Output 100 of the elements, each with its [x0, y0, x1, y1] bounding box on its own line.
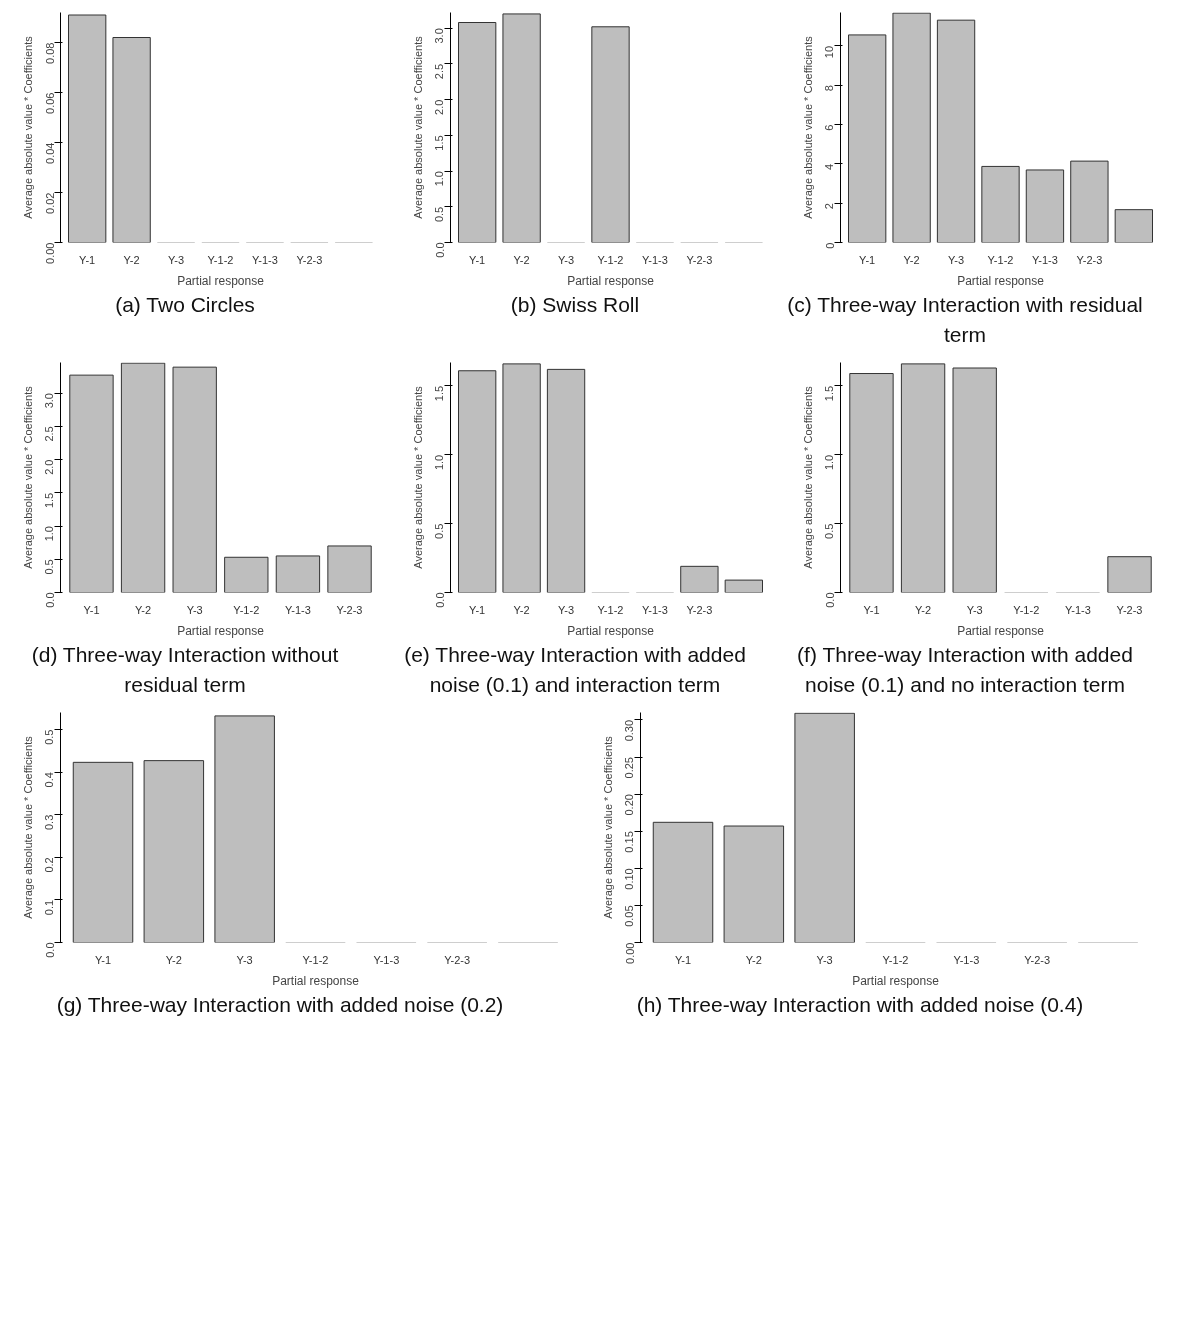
x-tick-label: Y-2 [123, 253, 140, 266]
x-axis-title: Partial response [177, 273, 265, 288]
y-tick-label: 2.5 [433, 63, 446, 80]
x-tick-label: Y-1-3 [1032, 253, 1058, 266]
x-tick-label: Y-1-2 [302, 953, 329, 966]
text: (d) Three-way Interaction without residual term [30, 642, 340, 698]
y-axis-title: Average absolute value * Coefficients [21, 735, 34, 919]
y-tick-label: 0.5 [433, 206, 446, 223]
y-axis-title: Average absolute value * Coefficients [21, 35, 34, 219]
y-tick-label: 0.15 [623, 831, 636, 853]
x-tick-label: Y-2 [915, 603, 932, 616]
x-tick-label: Y-1-3 [1064, 603, 1091, 616]
y-tick-label: 0.0 [433, 242, 446, 258]
x-tick-label: Y-2-3 [1024, 953, 1051, 966]
x-tick-label: Y-1 [469, 253, 486, 266]
y-tick-label: 0.5 [43, 729, 56, 745]
y-tick-label: 0.10 [623, 868, 636, 890]
x-tick-label: Y-1-3 [642, 253, 668, 266]
y-tick-label: 0.20 [623, 794, 636, 816]
y-tick-label: 1.5 [433, 135, 446, 151]
x-tick-label: Y-2 [165, 953, 182, 966]
x-tick-label: Y-1-2 [597, 253, 624, 266]
y-tick-label: 1.0 [823, 454, 836, 471]
y-axis-title: Average absolute value * Coefficients [411, 35, 424, 219]
y-tick-label: 0.25 [623, 757, 636, 779]
x-tick-label: Y-1 [674, 953, 692, 966]
y-tick-label: 8 [823, 85, 836, 92]
x-tick-label: Y-2-3 [296, 253, 323, 266]
y-tick-label: 0.00 [623, 942, 636, 964]
y-tick-label: 1.0 [433, 171, 446, 187]
y-tick-label: 1.5 [43, 492, 56, 509]
y-tick-label: 3.0 [433, 28, 446, 44]
y-tick-label: 0.30 [623, 719, 636, 742]
y-axis-title: Average absolute value * Coefficients [411, 385, 424, 569]
text: (f) Three-way Interaction with added noise (0.1) and no interaction term [796, 642, 1134, 698]
x-tick-label: Y-1-3 [284, 603, 311, 616]
x-tick-label: Y-1 [859, 253, 876, 266]
x-axis-title: Partial response [567, 273, 655, 288]
text: (b) Swiss Roll [510, 292, 640, 318]
x-axis-title: Partial response [957, 623, 1045, 638]
y-tick-label: 10 [823, 45, 836, 59]
x-tick-label: Y-1 [94, 953, 112, 966]
y-tick-label: 0.0 [43, 942, 56, 958]
x-axis-title: Partial response [177, 623, 265, 638]
x-tick-label: Y-2 [513, 603, 530, 616]
y-tick-label: 1.0 [433, 454, 446, 471]
x-tick-label: Y-2-3 [1116, 603, 1143, 616]
y-axis-title: Average absolute value * Coefficients [21, 385, 34, 569]
x-tick-label: Y-1-3 [953, 953, 980, 966]
x-tick-label: Y-3 [236, 953, 253, 966]
y-tick-label: 0.04 [43, 142, 56, 164]
y-tick-label: 0.4 [43, 772, 56, 788]
x-tick-label: Y-2 [513, 253, 530, 266]
x-tick-label: Y-3 [186, 603, 203, 616]
x-tick-label: Y-1-3 [373, 953, 400, 966]
y-tick-label: 4 [823, 163, 836, 170]
text: (a) Two Circles [115, 292, 255, 318]
x-tick-label: Y-2-3 [1076, 253, 1103, 266]
x-tick-label: Y-1-2 [597, 603, 624, 616]
y-tick-label: 0.05 [623, 905, 636, 927]
y-tick-label: 0.1 [43, 899, 56, 916]
x-tick-label: Y-1 [79, 253, 96, 266]
x-tick-label: Y-2 [745, 953, 762, 966]
y-tick-label: 6 [823, 124, 836, 131]
y-tick-label: 0.5 [433, 523, 446, 539]
y-tick-label: 0.08 [43, 42, 56, 64]
y-tick-label: 1.5 [433, 385, 446, 402]
x-tick-label: Y-1-2 [233, 603, 260, 616]
x-tick-label: Y-1 [469, 603, 486, 616]
y-tick-label: 0.0 [43, 592, 56, 608]
y-axis-title: Average absolute value * Coefficients [801, 35, 814, 219]
x-tick-label: Y-1-2 [987, 253, 1014, 266]
x-tick-label: Y-2 [903, 253, 920, 266]
y-tick-label: 0 [823, 242, 836, 249]
x-tick-label: Y-2-3 [686, 253, 713, 266]
x-tick-label: Y-3 [558, 603, 575, 616]
x-tick-label: Y-2-3 [686, 603, 713, 616]
x-tick-label: Y-3 [816, 953, 833, 966]
y-tick-label: 2.5 [43, 426, 56, 442]
y-tick-label: 2.0 [43, 459, 56, 475]
x-axis-title: Partial response [567, 623, 655, 638]
text: (h) Three-way Interaction with added noise (0.4) [636, 992, 1084, 1018]
x-tick-label: Y-3 [558, 253, 575, 266]
x-tick-label: Y-2-3 [444, 953, 471, 966]
y-tick-label: 0.0 [433, 592, 446, 608]
text: (g) Three-way Interaction with added noise (0.2) [56, 992, 504, 1018]
x-tick-label: Y-3 [168, 253, 185, 266]
y-tick-label: 3.0 [43, 393, 56, 409]
y-tick-label: 0.02 [43, 192, 56, 214]
y-axis-title: Average absolute value * Coefficients [801, 385, 814, 569]
y-tick-label: 0.2 [43, 857, 56, 873]
y-tick-label: 0.0 [823, 592, 836, 608]
x-tick-label: Y-1-2 [1013, 603, 1040, 616]
y-tick-label: 0.3 [43, 814, 56, 831]
x-axis-title: Partial response [852, 973, 940, 988]
x-tick-label: Y-2-3 [336, 603, 363, 616]
y-tick-label: 0.5 [823, 523, 836, 539]
y-axis-title: Average absolute value * Coefficients [601, 735, 614, 919]
x-axis-title: Partial response [272, 973, 360, 988]
text: (c) Three-way Interaction with residual term [786, 292, 1144, 348]
